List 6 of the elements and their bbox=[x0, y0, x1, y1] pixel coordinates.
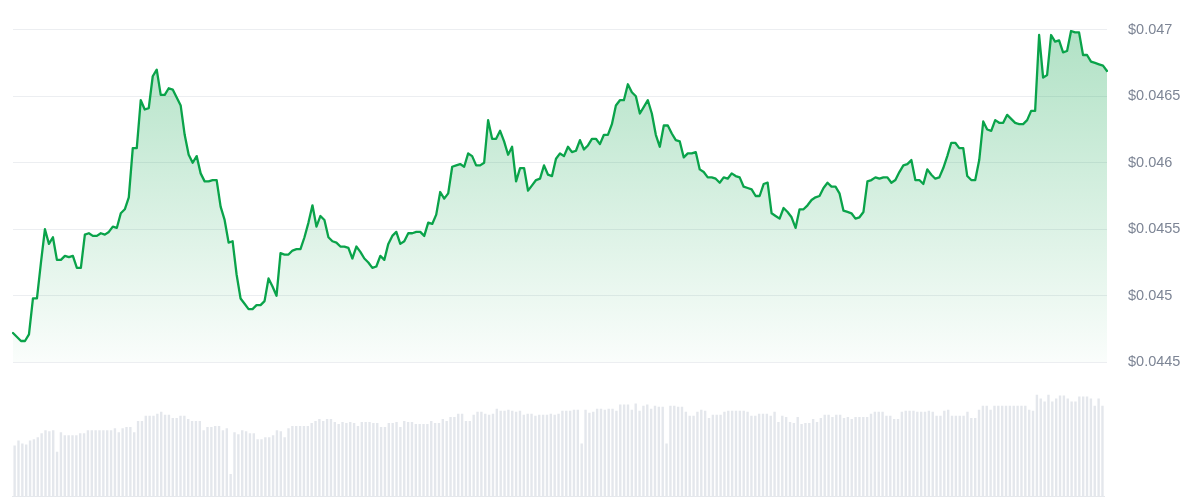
y-tick-label: $0.047 bbox=[1128, 20, 1173, 37]
y-tick-label: $0.045 bbox=[1128, 286, 1173, 303]
y-tick-label: $0.0465 bbox=[1128, 87, 1181, 104]
y-tick-label: $0.046 bbox=[1128, 153, 1173, 170]
y-tick-label: $0.0455 bbox=[1128, 220, 1181, 237]
y-tick-label: $0.0445 bbox=[1128, 353, 1181, 370]
